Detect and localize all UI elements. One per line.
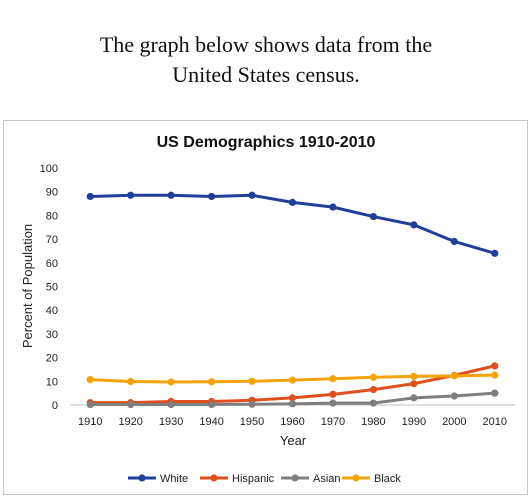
data-point-hispanic: [329, 390, 337, 398]
y-tick-label: 20: [46, 353, 58, 365]
data-point-asian: [127, 400, 135, 409]
data-point-black: [450, 372, 458, 380]
legend-label-white: White: [160, 473, 188, 485]
series-layer: [86, 191, 499, 409]
x-tick-label: 1920: [118, 416, 142, 428]
legend-marker-white: [138, 474, 146, 482]
data-point-white: [207, 192, 216, 201]
x-tick-label: 1950: [240, 416, 264, 428]
data-point-asian: [288, 400, 297, 408]
data-point-black: [329, 375, 337, 383]
legend-marker-asian: [291, 474, 299, 482]
x-tick-label: 2010: [483, 416, 507, 428]
data-point-asian: [410, 394, 418, 402]
legend-label-black: Black: [374, 473, 401, 485]
data-point-white: [248, 191, 256, 199]
data-point-black: [369, 373, 378, 381]
y-tick-label: 30: [46, 329, 58, 341]
x-tick-label: 1980: [361, 416, 385, 428]
y-tick-label: 0: [52, 400, 58, 412]
data-point-asian: [248, 400, 256, 408]
data-point-black: [127, 377, 135, 386]
data-point-black: [248, 377, 256, 385]
legend-marker-black: [352, 474, 360, 482]
chart-frame: [3, 120, 528, 495]
data-point-black: [207, 378, 216, 386]
chart-title: US Demographics 1910-2010: [157, 134, 376, 151]
data-point-white: [127, 191, 135, 199]
x-tick-label: 1970: [321, 416, 345, 428]
data-point-asian: [86, 400, 94, 409]
data-point-white: [491, 249, 499, 257]
data-point-black: [86, 376, 94, 384]
data-point-white: [410, 221, 418, 229]
data-point-hispanic: [491, 362, 499, 370]
axes: 0 10 20 30 40 50 60 70 80 90 100 1910 1920 1930 1940 19…: [40, 163, 515, 428]
caption-line-1: The graph below shows data from the: [99, 32, 433, 57]
legend: White Hispanic Asian Black: [128, 473, 401, 485]
y-tick-label: 70: [46, 234, 58, 246]
data-point-asian: [369, 399, 378, 407]
data-point-black: [288, 376, 297, 384]
data-point-asian: [167, 400, 175, 409]
data-point-white: [329, 203, 337, 211]
y-tick-label: 80: [46, 210, 58, 222]
y-axis-label: Percent of Population: [20, 224, 35, 348]
data-point-hispanic: [369, 385, 378, 394]
data-point-black: [491, 371, 499, 379]
data-point-black: [167, 378, 175, 386]
y-tick-label: 100: [40, 163, 58, 175]
data-point-hispanic: [288, 394, 297, 402]
data-point-white: [450, 237, 458, 246]
legend-label-hispanic: Hispanic: [232, 473, 275, 485]
x-tick-label: 1990: [402, 416, 426, 428]
data-point-white: [369, 212, 378, 221]
data-point-hispanic: [410, 380, 418, 388]
x-tick-label: 2000: [442, 416, 466, 428]
data-point-white: [167, 191, 175, 199]
y-tick-label: 40: [46, 305, 58, 317]
data-point-asian: [491, 389, 499, 397]
data-point-black: [410, 372, 418, 380]
x-axis-label: Year: [280, 433, 307, 448]
y-tick-label: 60: [46, 258, 58, 270]
legend-marker-hispanic: [210, 474, 218, 482]
x-tick-label: 1930: [159, 416, 183, 428]
y-tick-label: 90: [46, 187, 58, 199]
data-point-asian: [329, 399, 337, 407]
x-tick-label: 1960: [280, 416, 304, 428]
x-tick-label: 1940: [199, 416, 223, 428]
legend-label-asian: Asian: [313, 473, 341, 485]
data-point-white: [288, 198, 297, 206]
data-point-white: [86, 192, 94, 201]
y-tick-label: 50: [46, 282, 58, 294]
data-point-asian: [207, 400, 216, 409]
caption: The graph below shows data from the Unit…: [0, 30, 532, 90]
data-point-asian: [450, 392, 458, 400]
x-tick-label: 1910: [78, 416, 102, 428]
caption-line-2: United States census.: [172, 62, 360, 87]
y-tick-label: 10: [46, 376, 58, 388]
